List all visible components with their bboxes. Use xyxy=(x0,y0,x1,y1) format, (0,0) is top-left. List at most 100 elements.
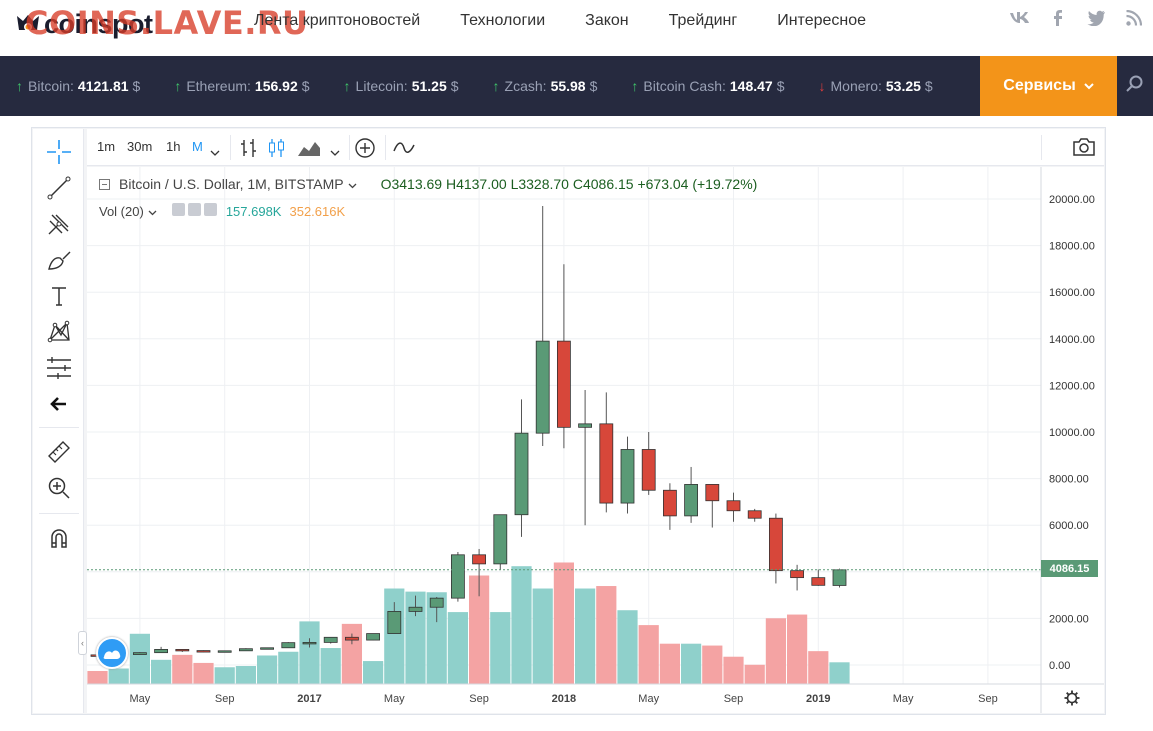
services-label: Сервисы xyxy=(1003,77,1076,94)
toolbar-divider xyxy=(1041,135,1042,160)
measure-tool[interactable] xyxy=(33,353,84,383)
arrow-up-icon: ↑ xyxy=(16,78,23,94)
nav-link-trading[interactable]: Трейдинг xyxy=(668,12,738,29)
toolbar-divider xyxy=(349,135,350,160)
compare-button[interactable] xyxy=(354,137,376,164)
ticker-name: Bitcoin: xyxy=(28,78,74,94)
volume-bar xyxy=(765,618,786,684)
area-style-button[interactable] xyxy=(297,138,321,163)
logo-text: coinspot xyxy=(44,8,153,39)
symbol-title[interactable]: Bitcoin / U.S. Dollar, 1M, BITSTAMP xyxy=(119,176,344,192)
volume-bar xyxy=(257,655,278,684)
pitchfork-tool[interactable] xyxy=(33,209,84,239)
volume-bar xyxy=(681,643,702,684)
volume-bar xyxy=(490,612,511,684)
volume-bar xyxy=(659,643,680,684)
ruler-icon xyxy=(47,441,70,463)
chart-plot-area[interactable]: 20000.00 18000.00 16000.00 14000.00 12000.00… xyxy=(87,167,1104,713)
chevron-down-icon xyxy=(348,183,357,189)
collapse-icon[interactable] xyxy=(99,178,110,190)
nav-link-interesting[interactable]: Интересное xyxy=(777,12,867,29)
gear-icon xyxy=(1064,690,1080,706)
bars-icon xyxy=(241,139,256,157)
trend-line-tool[interactable] xyxy=(33,173,84,203)
gear-icon[interactable] xyxy=(187,203,201,216)
ruler-tool[interactable] xyxy=(33,437,84,467)
magnet-icon xyxy=(50,529,67,548)
candle-body xyxy=(175,649,190,652)
zoom-tool[interactable] xyxy=(33,473,84,503)
y-tick-label: 16000.00 xyxy=(1049,287,1095,299)
close-icon[interactable] xyxy=(203,203,217,216)
candle-body xyxy=(493,514,508,565)
facebook-icon[interactable] xyxy=(1039,10,1077,31)
volume-bar xyxy=(532,588,553,684)
ticker-item[interactable]: ↑ Ethereum: 156.92 $ xyxy=(174,78,309,94)
text-tool[interactable] xyxy=(33,281,84,311)
eye-icon[interactable] xyxy=(171,203,185,216)
tradingview-logo-icon[interactable] xyxy=(96,637,128,669)
ticker-price: 55.98 xyxy=(550,78,586,94)
rss-icon[interactable] xyxy=(1115,9,1153,31)
ticker-item[interactable]: ↑ Litecoin: 51.25 $ xyxy=(344,78,459,94)
candle-body xyxy=(281,642,296,649)
volume-title[interactable]: Vol (20) xyxy=(99,203,144,219)
ruler-lines-icon xyxy=(46,357,71,379)
ticker-item[interactable]: ↑ Bitcoin: 4121.81 $ xyxy=(16,78,140,94)
volume-value: 157.698K xyxy=(225,203,282,219)
arrow-down-icon: ↓ xyxy=(818,78,826,94)
services-button[interactable]: Сервисы xyxy=(980,56,1117,116)
volume-dropdown[interactable] xyxy=(148,204,157,219)
timeframe-30m[interactable]: 30m xyxy=(127,139,153,154)
search-icon xyxy=(1126,75,1144,98)
vk-icon[interactable] xyxy=(1001,11,1039,30)
volume-bar xyxy=(172,654,193,684)
logo[interactable]: coinspot xyxy=(14,4,153,44)
camera-icon xyxy=(1073,138,1095,156)
timeframe-1m[interactable]: 1m xyxy=(97,139,116,154)
back-tool[interactable] xyxy=(33,389,84,419)
ticker-name: Zcash: xyxy=(504,78,547,94)
candle-body xyxy=(344,636,359,641)
chevron-down-icon xyxy=(330,150,340,156)
arrow-up-icon: ↑ xyxy=(174,78,182,94)
candle-body xyxy=(769,517,783,572)
volume-bar xyxy=(108,668,129,684)
search-button[interactable] xyxy=(1117,56,1153,116)
candle-body xyxy=(705,484,720,502)
candle-body xyxy=(684,484,698,517)
x-tick-label: Sep xyxy=(469,693,489,705)
candle-body xyxy=(514,432,529,516)
volume-bar xyxy=(235,666,256,684)
volume-bar xyxy=(320,648,341,684)
magnet-tool[interactable] xyxy=(33,523,84,553)
volume-bar xyxy=(469,575,490,684)
price-ticker: ↑ Bitcoin: 4121.81 $ ↑ Ethereum: 156.92 $ ↑ Litec… xyxy=(0,56,1153,116)
ticker-item[interactable]: ↓ Monero: 53.25 $ xyxy=(819,78,933,94)
x-tick-label: Sep xyxy=(724,693,744,705)
ticker-item[interactable]: ↑ Bitcoin Cash: 148.47 $ xyxy=(631,78,784,94)
timeframe-dropdown[interactable] xyxy=(210,144,220,162)
nav-link-news[interactable]: Лента криптоновостей xyxy=(254,12,421,29)
trend-line-icon xyxy=(47,176,70,200)
bar-style-button[interactable] xyxy=(239,137,259,164)
symbol-dropdown[interactable] xyxy=(348,176,357,192)
candle-body xyxy=(620,449,635,504)
pattern-tool[interactable] xyxy=(33,317,84,347)
ticker-item[interactable]: ↑ Zcash: 55.98 $ xyxy=(493,78,598,94)
twitter-icon[interactable] xyxy=(1077,10,1115,31)
timeframe-month[interactable]: M xyxy=(192,139,203,154)
scroll-left-handle[interactable]: ‹ xyxy=(78,631,87,655)
candle-style-button[interactable] xyxy=(267,137,287,164)
candle-body xyxy=(641,449,656,491)
nav-link-tech[interactable]: Технологии xyxy=(460,12,546,29)
nav-link-law[interactable]: Закон xyxy=(585,12,629,29)
brush-tool[interactable] xyxy=(33,245,84,275)
crosshair-tool[interactable] xyxy=(33,137,84,167)
timeframe-1h[interactable]: 1h xyxy=(166,139,181,154)
ticker-name: Monero: xyxy=(830,78,882,94)
indicators-button[interactable] xyxy=(393,138,415,163)
screenshot-button[interactable] xyxy=(1072,137,1096,162)
style-dropdown[interactable] xyxy=(330,144,340,162)
candle-body xyxy=(238,648,253,652)
